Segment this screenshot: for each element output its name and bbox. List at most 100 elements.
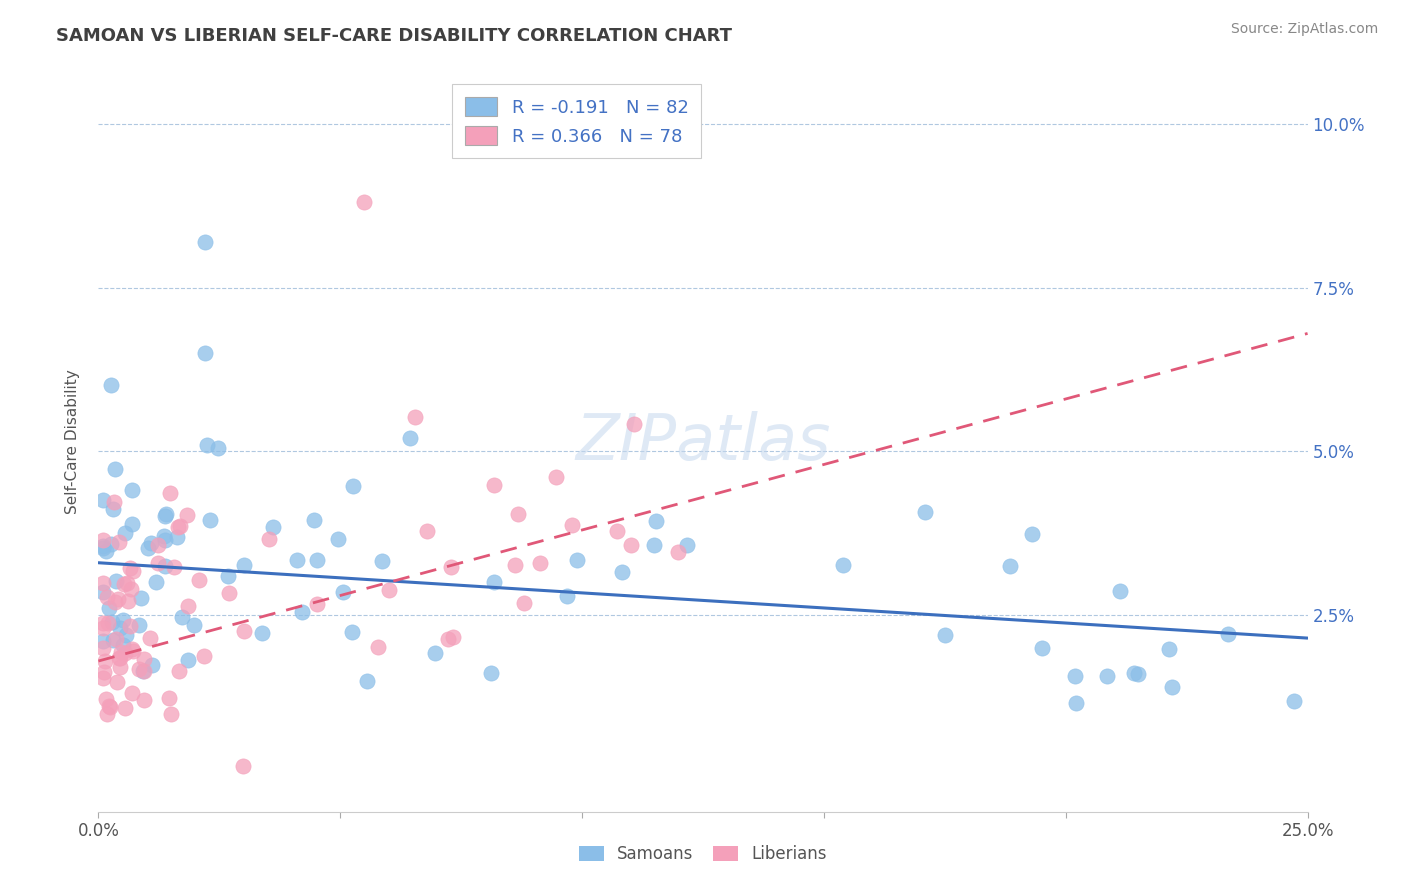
Point [177,599,200,614]
Point [91,576,114,591]
Point [305,552,328,566]
Point [440,560,463,574]
Point [108,651,131,665]
Point [998,559,1021,574]
Text: Source: ZipAtlas.com: Source: ZipAtlas.com [1230,22,1378,37]
Point [93,665,115,679]
Point [91,533,114,547]
Point [152,529,174,543]
Point [114,646,136,660]
Point [557,589,579,603]
Point [160,707,183,722]
Point [97,615,120,630]
Point [107,592,129,607]
Point [934,628,956,642]
Point [914,505,936,519]
Point [233,624,256,638]
Point [340,624,363,639]
Point [112,638,135,652]
Point [169,519,191,533]
Point [108,621,131,635]
Point [91,492,114,507]
Point [1021,527,1043,541]
Point [176,508,198,522]
Point [98,699,121,714]
Point [110,645,132,659]
Point [120,561,142,575]
Point [148,556,170,570]
Point [100,537,122,551]
Point [117,593,139,607]
Point [643,538,665,552]
Point [356,673,378,688]
Point [666,544,689,558]
Point [177,653,200,667]
Point [101,502,124,516]
Point [153,533,176,547]
Point [134,652,156,666]
Point [112,577,135,591]
Point [1031,640,1053,655]
Point [233,558,256,573]
Point [139,631,162,645]
Point [121,516,143,531]
Point [1128,667,1150,681]
Point [619,538,641,552]
Point [94,654,117,668]
Point [132,665,155,679]
Point [195,438,218,452]
Y-axis label: Self-Care Disability: Self-Care Disability [65,369,80,514]
Point [91,615,114,630]
Point [546,470,568,484]
Point [120,619,142,633]
Point [103,461,125,475]
Point [232,759,254,773]
Point [326,532,349,546]
Point [1218,627,1240,641]
Point [122,564,145,578]
Point [146,538,169,552]
Point [1157,642,1180,657]
Point [1161,680,1184,694]
Point [1095,668,1118,682]
Point [1064,696,1087,710]
Text: SAMOAN VS LIBERIAN SELF-CARE DISABILITY CORRELATION CHART: SAMOAN VS LIBERIAN SELF-CARE DISABILITY … [56,27,733,45]
Point [101,633,124,648]
Point [91,634,114,648]
Point [104,595,127,609]
Point [371,554,394,568]
Point [96,590,118,604]
Legend: Samoans, Liberians: Samoans, Liberians [572,838,834,870]
Point [166,529,188,543]
Point [194,346,217,360]
Point [141,658,163,673]
Point [437,632,460,646]
Point [342,479,364,493]
Point [170,610,193,624]
Point [121,641,143,656]
Point [250,626,273,640]
Point [105,675,128,690]
Point [121,483,143,497]
Point [606,524,628,538]
Point [128,662,150,676]
Point [441,630,464,644]
Point [96,692,118,706]
Point [529,556,551,570]
Point [302,513,325,527]
Point [291,605,314,619]
Point [153,508,176,523]
Point [332,585,354,599]
Point [1122,665,1144,680]
Point [120,582,142,596]
Point [423,646,446,660]
Point [115,575,138,590]
Point [103,494,125,508]
Point [163,559,186,574]
Point [129,591,152,606]
Point [367,640,389,654]
Point [1284,693,1306,707]
Point [155,507,177,521]
Point [217,568,239,582]
Point [257,532,280,546]
